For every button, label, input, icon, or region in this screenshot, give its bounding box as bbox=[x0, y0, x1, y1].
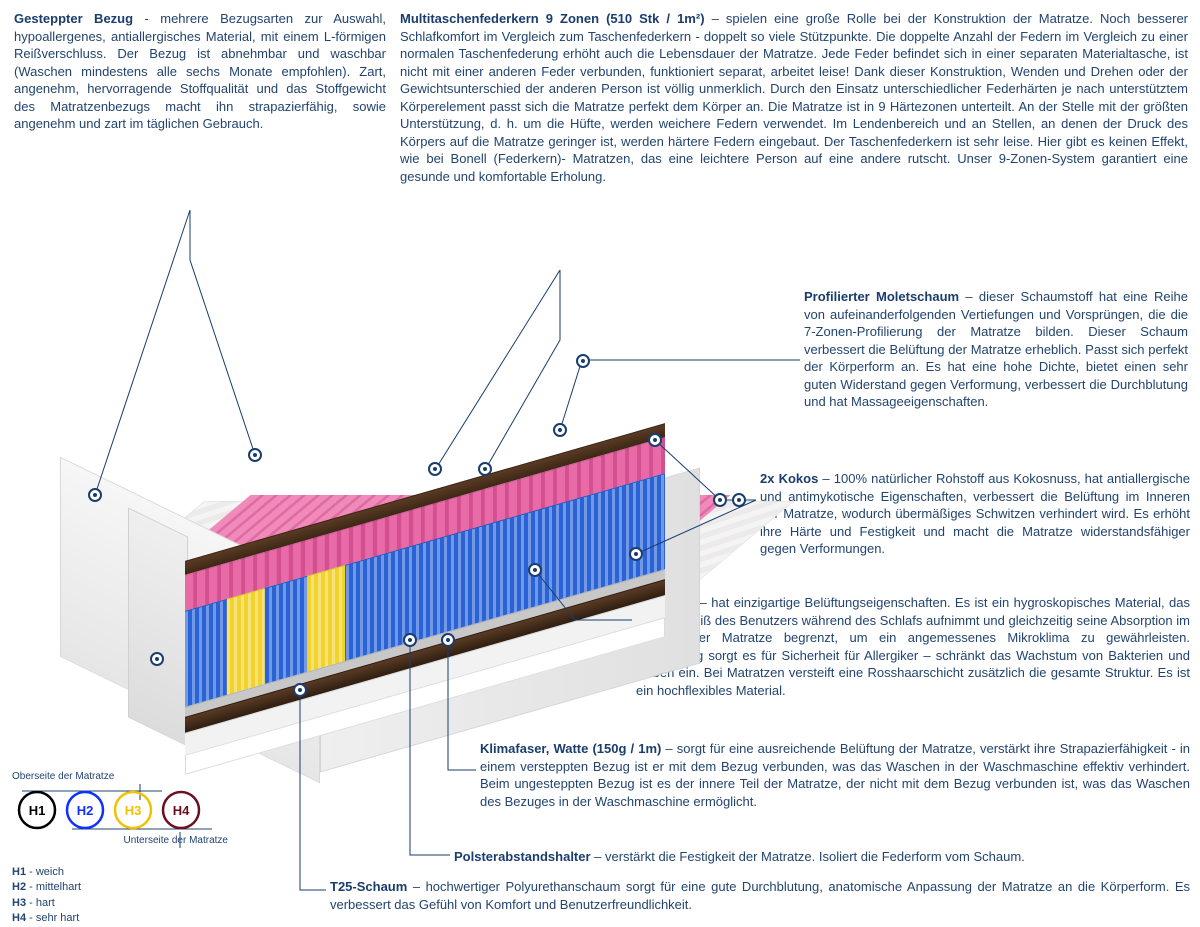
marker-icon bbox=[576, 354, 590, 368]
legend-definitions: H1 - weichH2 - mittelhartH3 - hartH4 - s… bbox=[12, 865, 252, 927]
marker-icon bbox=[553, 423, 567, 437]
legend-def-row: H2 - mittelhart bbox=[12, 880, 252, 895]
hardness-code: H3 bbox=[125, 803, 142, 818]
marker-icon bbox=[713, 493, 727, 507]
marker-icon bbox=[293, 683, 307, 697]
marker-icon bbox=[403, 633, 417, 647]
legend-bottom-label: Unterseite der Matratze bbox=[12, 834, 228, 848]
marker-icon bbox=[88, 488, 102, 502]
marker-icon bbox=[248, 448, 262, 462]
hardness-legend: Oberseite der Matratze H1 H2 H3 H4 Untersei… bbox=[12, 770, 252, 927]
legend-def-row: H3 - hart bbox=[12, 896, 252, 911]
hardness-code: H2 bbox=[77, 803, 94, 818]
legend-top-label: Oberseite der Matratze bbox=[12, 770, 252, 784]
legend-circles: H1 H2 H3 H4 bbox=[12, 788, 212, 832]
hardness-code: H1 bbox=[29, 803, 46, 818]
marker-icon bbox=[732, 493, 746, 507]
marker-icon bbox=[528, 563, 542, 577]
marker-icon bbox=[478, 462, 492, 476]
marker-icon bbox=[428, 462, 442, 476]
marker-icon bbox=[629, 547, 643, 561]
marker-icon bbox=[150, 652, 164, 666]
legend-def-row: H1 - weich bbox=[12, 865, 252, 880]
marker-icon bbox=[441, 633, 455, 647]
hardness-code: H4 bbox=[173, 803, 190, 818]
marker-icon bbox=[648, 433, 662, 447]
